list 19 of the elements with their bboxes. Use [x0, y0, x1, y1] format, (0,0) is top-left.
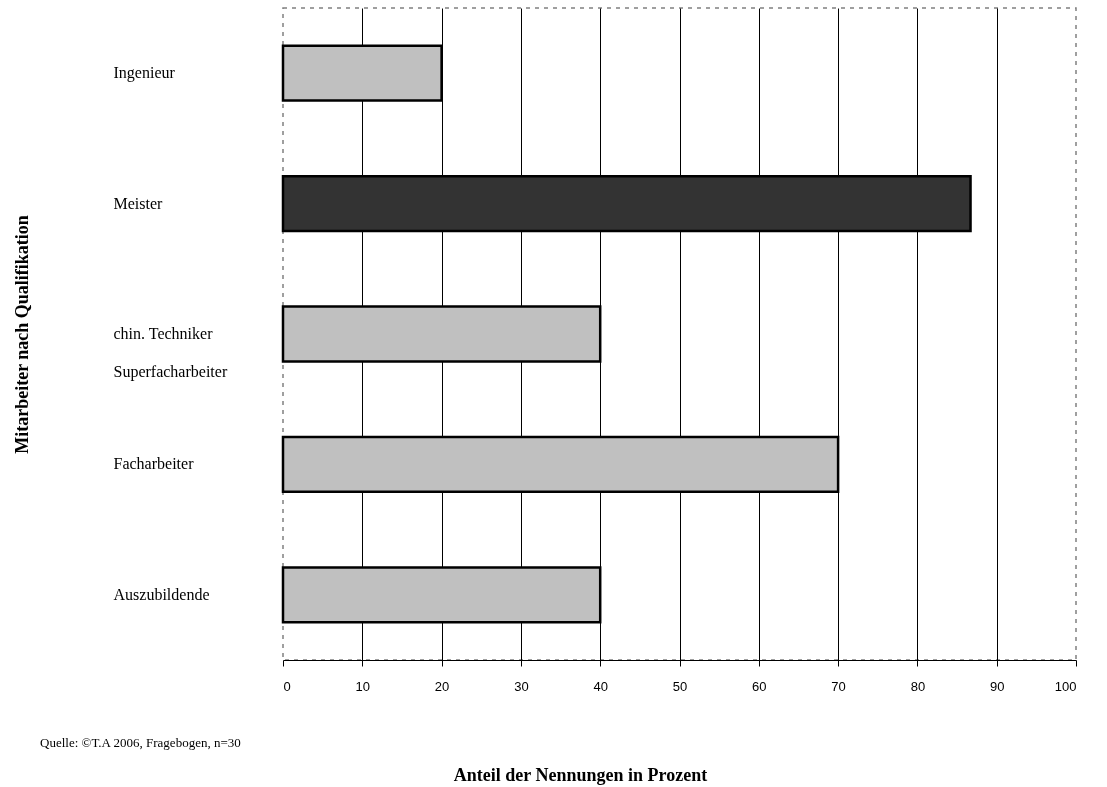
- y-tick-label: Auszubildende: [113, 585, 210, 603]
- x-tick-label: 50: [672, 678, 688, 694]
- x-tick-label: 80: [910, 678, 926, 694]
- x-tick-label: 70: [831, 678, 846, 694]
- y-tick-label: Ingenieur: [113, 64, 176, 83]
- x-tick-label: 0: [283, 678, 291, 694]
- y-tick-label: Facharbeiter: [113, 455, 195, 473]
- x-axis-title: Anteil der Nennungen in Prozent: [453, 764, 708, 785]
- category-label: chin. Techniker Superfacharbeiter: [113, 325, 228, 380]
- y-axis-title: Mitarbeiter nach Qualifikation: [11, 215, 32, 454]
- x-tick-label: 90: [989, 678, 1005, 694]
- x-tick-label: 30: [514, 678, 529, 694]
- x-tick-label: 60: [752, 678, 767, 694]
- x-tick-label: 10: [355, 678, 371, 694]
- x-tick-label: 100: [1054, 678, 1077, 694]
- x-tick-label: 20: [434, 678, 450, 694]
- source-note: Quelle: ©T.A 2006, Fragebogen, n=30: [40, 735, 241, 750]
- x-tick-label: 40: [593, 678, 608, 694]
- y-tick-label: Meister: [113, 194, 164, 212]
